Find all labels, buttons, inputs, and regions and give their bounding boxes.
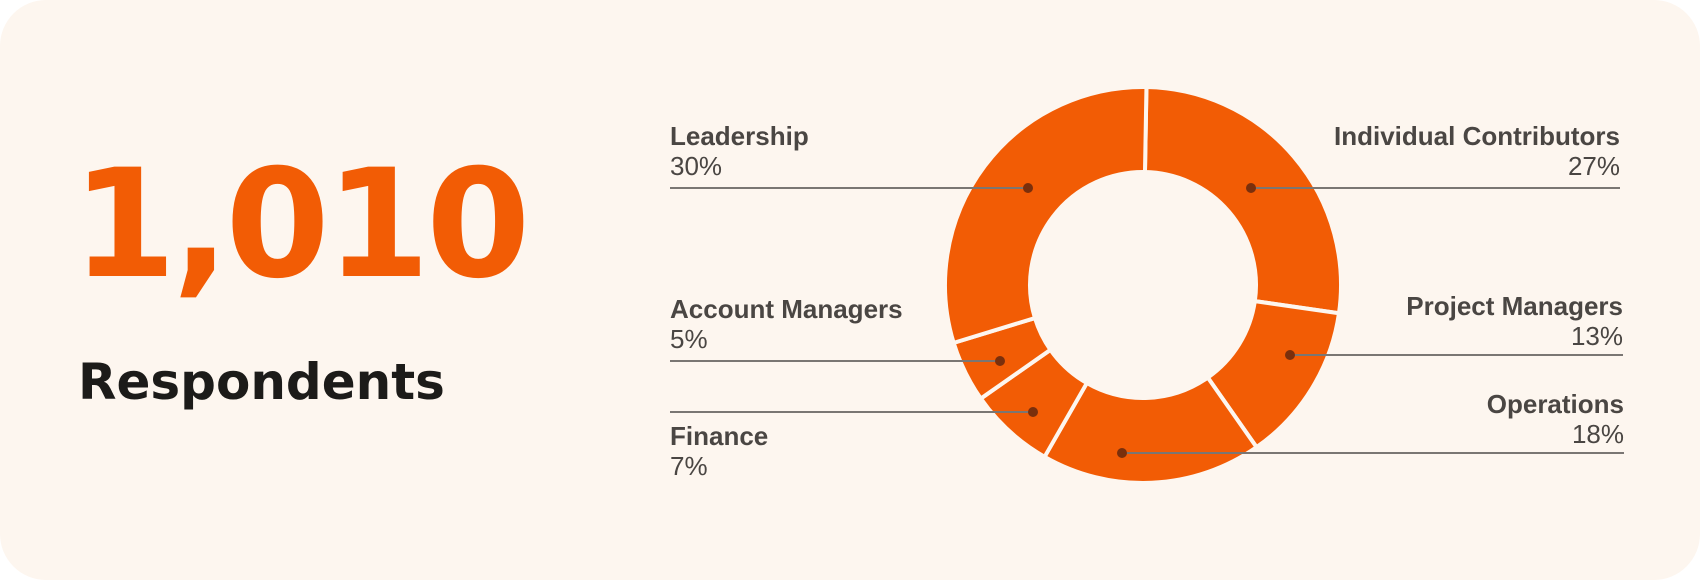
- label-value-individual-contributors: 27%: [1568, 151, 1620, 181]
- leader-dot-finance: [1028, 407, 1038, 417]
- leader-dot-individual-contributors: [1246, 183, 1256, 193]
- label-value-leadership: 30%: [670, 151, 722, 181]
- label-name-project-managers: Project Managers: [1406, 291, 1623, 321]
- label-name-account-managers: Account Managers: [670, 294, 903, 324]
- leader-dot-project-managers: [1285, 350, 1295, 360]
- leader-dot-operations: [1117, 448, 1127, 458]
- label-name-finance: Finance: [670, 421, 768, 451]
- respondent-label: Respondents: [78, 353, 445, 411]
- label-name-leadership: Leadership: [670, 121, 809, 151]
- leader-dot-leadership: [1023, 183, 1033, 193]
- label-value-finance: 7%: [670, 451, 708, 481]
- label-value-account-managers: 5%: [670, 324, 708, 354]
- respondent-count: 1,010: [72, 138, 530, 312]
- label-name-operations: Operations: [1487, 389, 1624, 419]
- label-value-operations: 18%: [1572, 419, 1624, 449]
- label-name-individual-contributors: Individual Contributors: [1334, 121, 1620, 151]
- leader-dot-account-managers: [995, 356, 1005, 366]
- slice-individual-contributors: [1142, 85, 1343, 316]
- slice-leadership: [943, 85, 1149, 345]
- label-value-project-managers: 13%: [1571, 321, 1623, 351]
- slice-operations: [1042, 375, 1259, 485]
